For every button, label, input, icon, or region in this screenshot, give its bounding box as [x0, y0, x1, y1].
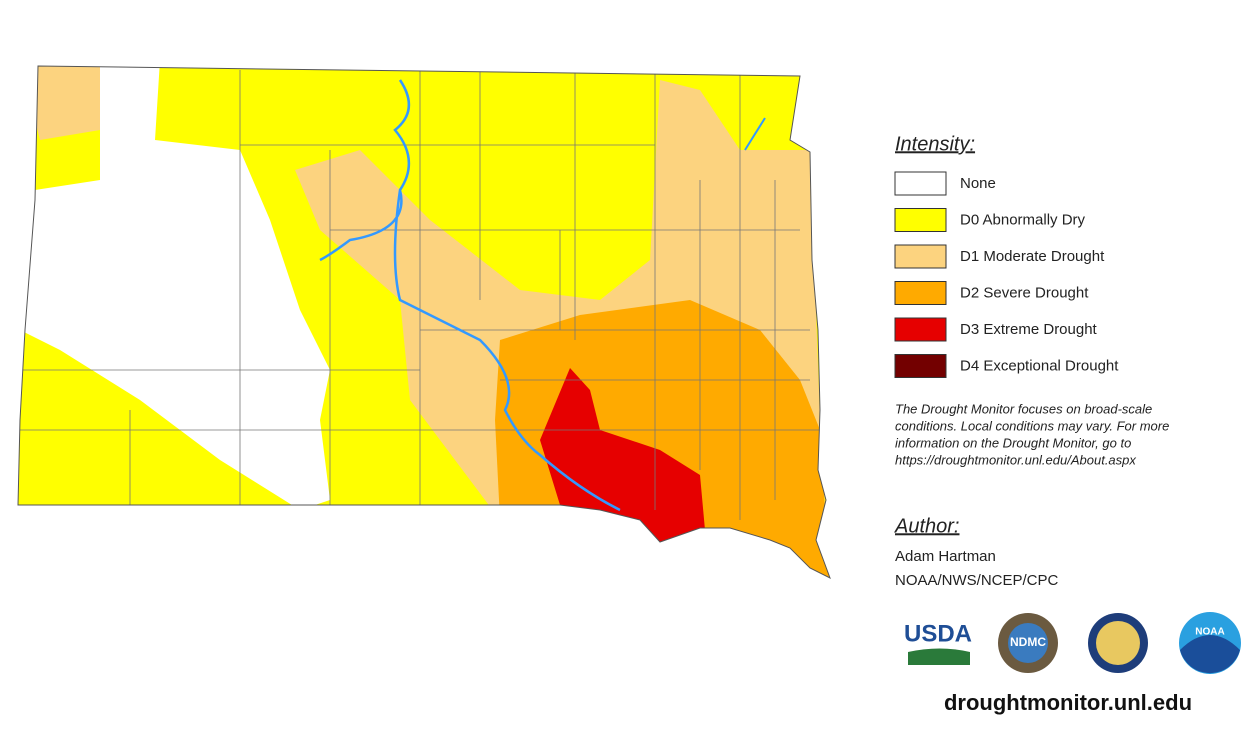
d1-region [20, 66, 100, 140]
note-line: information on the Drought Monitor, go t… [895, 435, 1131, 450]
river [319, 79, 621, 512]
legend-label: D1 Moderate Drought [960, 248, 1105, 265]
usda-swoosh [908, 648, 970, 665]
noaa-logo: NOAA [1195, 627, 1224, 638]
doc-seal-inner [1096, 621, 1140, 665]
legend-swatch [894, 171, 947, 196]
ndmc-seal-inner [1008, 623, 1048, 663]
map-regions [18, 66, 830, 578]
ndmc-logo: NDMC [1010, 635, 1046, 649]
logos: USDA NDMC NOAA [904, 612, 1241, 674]
author-heading: Author: [894, 515, 959, 537]
author-org: NOAA/NWS/NCEP/CPC [895, 572, 1059, 589]
noaa-wave [1180, 635, 1240, 674]
legend-label: D4 Exceptional Drought [960, 357, 1119, 374]
legend-swatch [894, 317, 947, 342]
legend-swatch [894, 208, 947, 232]
usda-logo: USDA [904, 620, 972, 647]
legend-title: Intensity: [895, 133, 975, 155]
footer-url: droughtmonitor.unl.edu [944, 690, 1192, 715]
legend-swatch [894, 354, 947, 378]
note-line: https://droughtmonitor.unl.edu/About.asp… [895, 452, 1136, 467]
legend-label: D0 Abnormally Dry [960, 211, 1086, 228]
legend: None D0 Abnormally Dry D1 Moderate Drought… [894, 171, 1119, 378]
legend-label: None [960, 175, 996, 192]
d3-region [540, 368, 705, 545]
legend-label: D3 Extreme Drought [960, 321, 1098, 338]
river [744, 117, 766, 151]
legend-swatch [894, 281, 947, 305]
note-line: conditions. Local conditions may vary. F… [895, 418, 1169, 433]
legend-swatch [894, 244, 947, 269]
note-line: The Drought Monitor focuses on broad-sca… [895, 401, 1152, 416]
state-outline [17, 65, 831, 580]
none-region [20, 66, 330, 510]
author-name: Adam Hartman [895, 548, 996, 565]
note: The Drought Monitor focuses on broad-sca… [895, 401, 1169, 467]
county-lines [20, 70, 820, 520]
legend-label: D2 Severe Drought [960, 284, 1089, 301]
